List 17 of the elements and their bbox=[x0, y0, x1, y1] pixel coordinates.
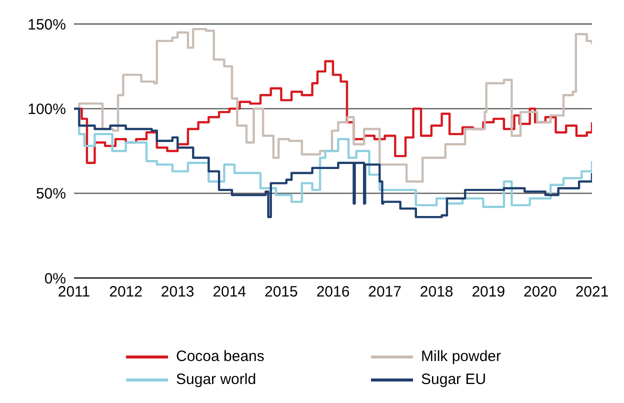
legend-label: Sugar world bbox=[176, 371, 256, 388]
legend-label: Milk powder bbox=[421, 348, 502, 365]
legend-label: Sugar EU bbox=[421, 371, 486, 388]
x-tick-label: 2021 bbox=[575, 284, 609, 301]
x-tick-label: 2017 bbox=[368, 284, 402, 301]
y-tick-label: 100% bbox=[28, 100, 66, 118]
x-tick-label: 2013 bbox=[160, 284, 194, 301]
x-tick-label: 2019 bbox=[472, 284, 506, 301]
x-tick-label: 2014 bbox=[212, 284, 246, 301]
x-tick-label: 2016 bbox=[316, 284, 350, 301]
x-tick-label: 2018 bbox=[420, 284, 454, 301]
x-tick-label: 2020 bbox=[524, 284, 557, 301]
x-tick-label: 2015 bbox=[264, 284, 298, 301]
y-tick-label: 150% bbox=[28, 16, 66, 34]
x-tick-label: 2012 bbox=[109, 284, 142, 301]
legend-label: Cocoa beans bbox=[176, 348, 264, 365]
y-tick-label: 50% bbox=[36, 186, 66, 203]
